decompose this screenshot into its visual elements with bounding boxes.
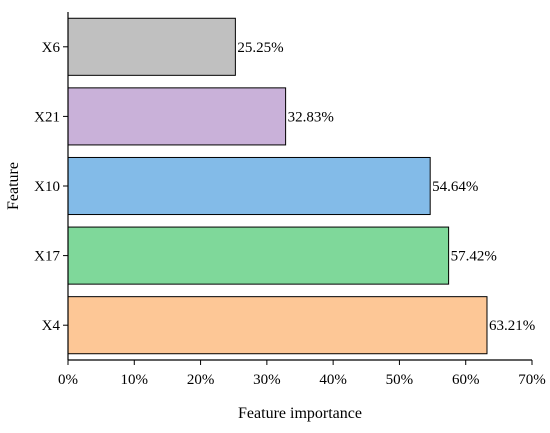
bar-x6 [67, 17, 236, 76]
x-tick-label: 0% [58, 372, 78, 388]
y-tick-label-x10: X10 [34, 179, 60, 195]
bar-x17 [67, 226, 450, 285]
x-tick-label: 10% [121, 372, 149, 388]
data-label-x21: 32.83% [288, 109, 334, 125]
bar-x4 [67, 296, 488, 355]
y-tick-label-x6: X6 [42, 40, 61, 56]
x-tick-label: 70% [518, 372, 546, 388]
x-tick-label: 40% [319, 372, 347, 388]
data-labels-group: 25.25% 32.83% 54.64% 57.42% 63.21% [237, 40, 535, 334]
bar-x10 [67, 156, 431, 216]
data-label-x4: 63.21% [489, 318, 535, 334]
y-tick-label-x21: X21 [34, 109, 60, 125]
y-ticks-group: X6 X21 X10 X17 X4 [34, 40, 68, 334]
x-tick-label: 30% [253, 372, 281, 388]
data-label-x10: 54.64% [432, 179, 478, 195]
y-tick-label-x4: X4 [42, 318, 61, 334]
y-tick-label-x17: X17 [34, 249, 60, 265]
x-tick-label: 20% [187, 372, 215, 388]
data-label-x6: 25.25% [237, 40, 283, 56]
bars-group [67, 17, 488, 355]
bar-x21 [67, 87, 287, 146]
y-axis-title: Feature [5, 162, 22, 210]
x-ticks-group: 0% 10% 20% 30% 40% 50% 60% 70% [58, 360, 546, 388]
x-tick-label: 50% [386, 372, 414, 388]
x-tick-label: 60% [452, 372, 480, 388]
data-label-x17: 57.42% [451, 249, 497, 265]
x-axis-title: Feature importance [238, 405, 362, 422]
